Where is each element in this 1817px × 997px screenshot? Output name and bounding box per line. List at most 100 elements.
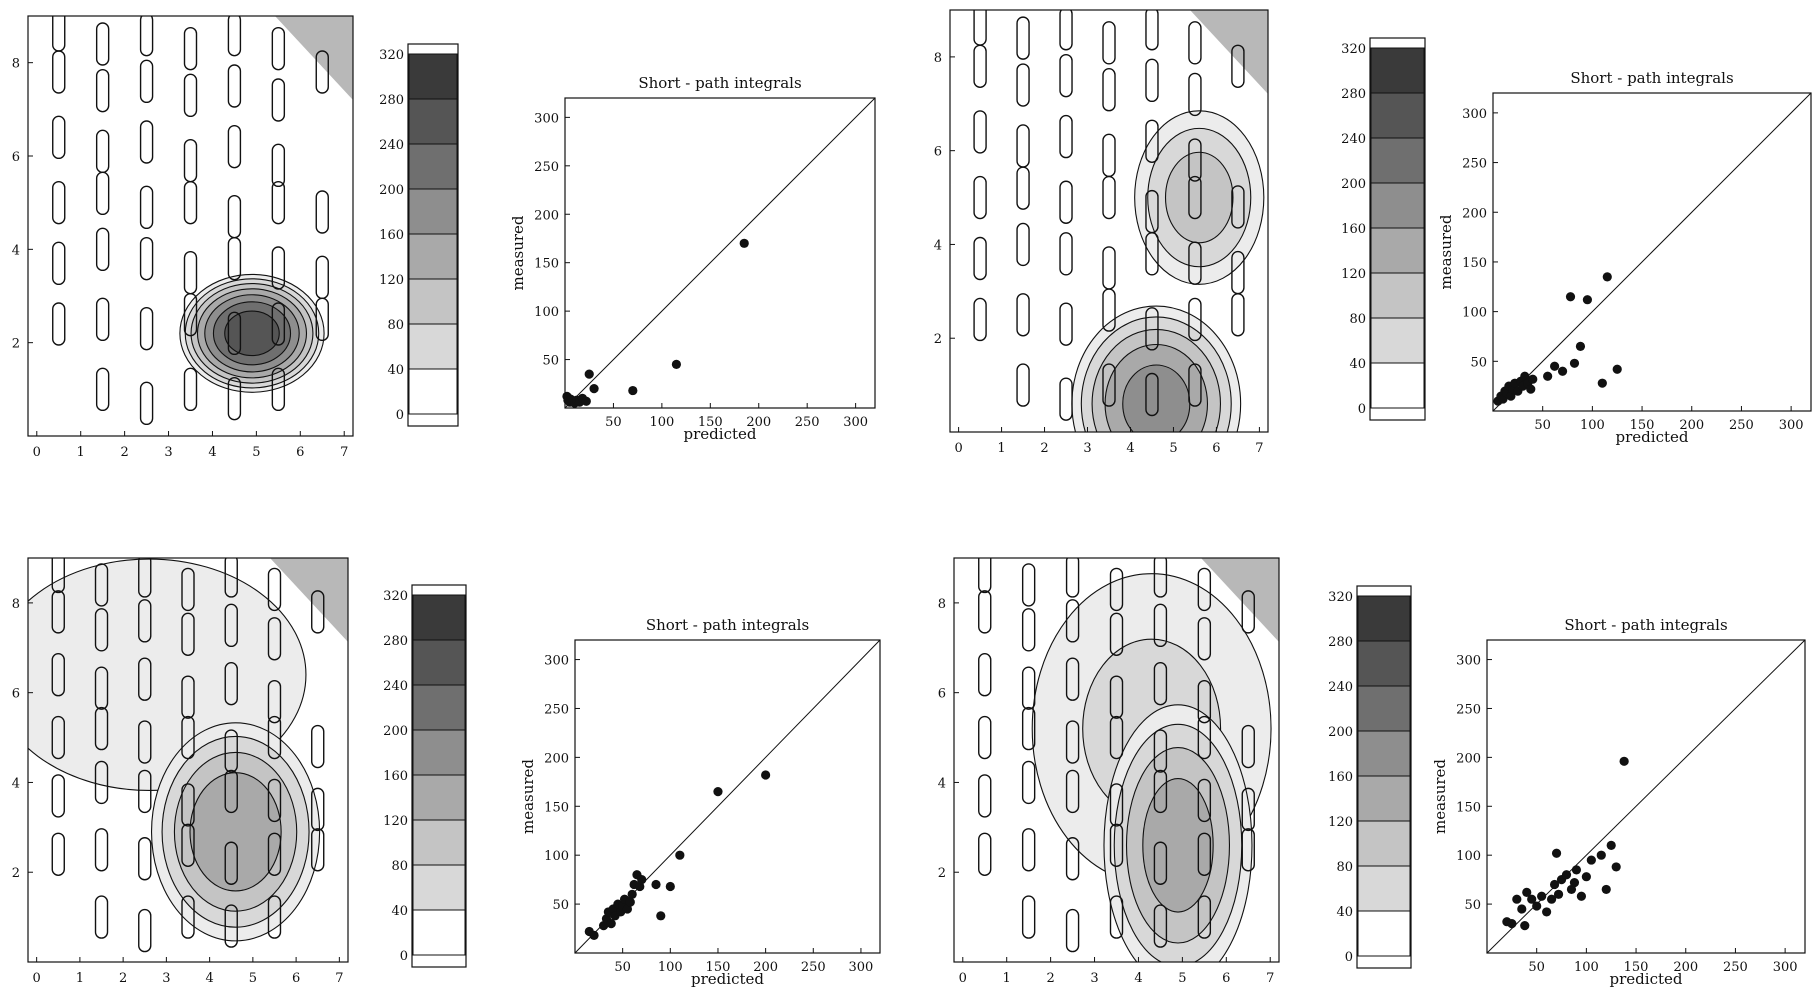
sensor-site <box>139 236 154 281</box>
map-y-tick-label: 6 <box>934 145 942 160</box>
map-y-tick-label: 6 <box>12 687 20 702</box>
sensor-site <box>52 241 66 286</box>
y-axis-label: measured <box>1431 759 1449 834</box>
data-point <box>628 385 638 396</box>
colorbar: 0 40 80 120 160 200 240 280 320 <box>379 43 459 427</box>
sensor-site <box>1065 908 1080 953</box>
map-x-tick-label: 4 <box>1134 971 1142 986</box>
map-x-tick-label: 1 <box>76 971 84 986</box>
data-point <box>1526 384 1536 394</box>
sensor-site <box>183 292 198 337</box>
contour-map: 0 1 2 3 4 5 6 7 2 4 6 8 <box>938 557 1280 986</box>
colorbar-tick-label: 40 <box>391 904 408 919</box>
sensor-site <box>1197 567 1212 612</box>
sensor-site <box>183 367 198 412</box>
map-y-tick-label: 4 <box>938 776 946 791</box>
sensor-site <box>973 44 987 88</box>
scatter-plot: 50 100 150 200 250 300 50 100 150 200 250 300 Short … <box>509 74 876 443</box>
data-point <box>1612 364 1622 374</box>
colorbar-tick-label: 320 <box>379 48 404 63</box>
sensor-site <box>181 895 195 939</box>
colorbar-tick-label: 200 <box>383 724 408 739</box>
colorbar-band <box>1370 92 1425 139</box>
sensor-site <box>271 302 286 346</box>
data-point <box>1553 889 1564 899</box>
colorbar-band <box>1370 182 1425 229</box>
map-x-tick-label: 2 <box>1046 971 1054 986</box>
sensor-site <box>52 180 66 225</box>
sensor-site <box>973 110 987 154</box>
y-tick-label: 200 <box>1456 751 1481 766</box>
colorbar-band <box>1357 595 1411 642</box>
map-x-tick-label: 7 <box>340 445 348 460</box>
colorbar-band <box>408 323 458 370</box>
colorbar-tick-label: 240 <box>383 679 408 694</box>
x-tick-label: 150 <box>706 960 731 975</box>
map-x-tick-label: 7 <box>1266 971 1274 986</box>
data-point <box>1557 366 1568 376</box>
colorbar-band <box>1370 227 1425 274</box>
sensor-site <box>183 26 198 71</box>
sensor-site <box>1231 44 1245 88</box>
data-point <box>1581 872 1591 882</box>
data-point <box>1597 378 1607 388</box>
colorbar-band <box>1357 685 1411 732</box>
data-point <box>1549 879 1560 890</box>
data-point <box>1517 904 1527 914</box>
data-point <box>606 919 616 929</box>
map-x-tick-label: 1 <box>77 445 85 460</box>
contour-map: 0 1 2 3 4 5 6 7 2 4 6 8 <box>12 15 354 460</box>
colorbar-band <box>1357 775 1411 822</box>
y-tick-label: 250 <box>1462 157 1487 172</box>
sensor-site <box>1065 657 1080 701</box>
colorbar-band <box>1370 317 1425 364</box>
sensor-site <box>1241 724 1255 769</box>
sensor-site <box>94 666 109 710</box>
map-y-tick-label: 2 <box>934 332 942 347</box>
sensor-site <box>1197 617 1212 661</box>
sensor-site <box>973 236 987 281</box>
sensor-site <box>1153 558 1168 598</box>
colorbar-tick-label: 80 <box>1336 860 1353 875</box>
sensor-site <box>1109 675 1124 719</box>
sensor-site <box>1065 599 1080 643</box>
data-point <box>1542 907 1552 917</box>
colorbar-band <box>408 233 458 280</box>
sensor-site <box>1016 16 1030 60</box>
sensor-site <box>1153 841 1168 885</box>
data-point <box>627 889 637 899</box>
map-x-tick-label: 1 <box>1003 971 1011 986</box>
colorbar-tick-label: 40 <box>1349 357 1366 372</box>
data-point <box>1551 848 1562 858</box>
sensor-site <box>271 367 286 412</box>
data-point <box>1537 891 1547 901</box>
sensor-site <box>271 143 286 188</box>
colorbar-band <box>1357 910 1411 957</box>
data-point <box>656 911 666 921</box>
colorbar-tick-label: 160 <box>1341 222 1366 237</box>
y-tick-label: 150 <box>534 257 559 272</box>
x-tick-label: 150 <box>1624 960 1649 975</box>
sensor-site <box>227 376 242 421</box>
sensor-site <box>1241 828 1255 872</box>
sensor-site <box>1021 563 1036 607</box>
data-point <box>1565 292 1576 302</box>
sensor-site <box>1059 377 1073 421</box>
colorbar-band <box>412 639 466 686</box>
colorbar-tick-label: 120 <box>379 273 404 288</box>
data-point <box>1619 756 1629 766</box>
y-tick-label: 300 <box>1456 654 1481 669</box>
map-x-tick-label: 4 <box>208 445 216 460</box>
map-frame <box>953 557 1280 963</box>
x-tick-label: 150 <box>698 415 723 430</box>
map-y-tick-label: 4 <box>12 243 20 258</box>
contour-level <box>189 772 282 892</box>
corner-shade <box>1190 10 1268 94</box>
colorbar-tick-label: 80 <box>387 318 404 333</box>
contour-field <box>28 16 353 436</box>
chart-title: Short - path integrals <box>1564 616 1727 634</box>
data-point <box>1606 840 1616 851</box>
map-y-tick-label: 2 <box>12 337 20 352</box>
data-point <box>637 875 647 885</box>
map-x-tick-label: 2 <box>1040 441 1048 456</box>
